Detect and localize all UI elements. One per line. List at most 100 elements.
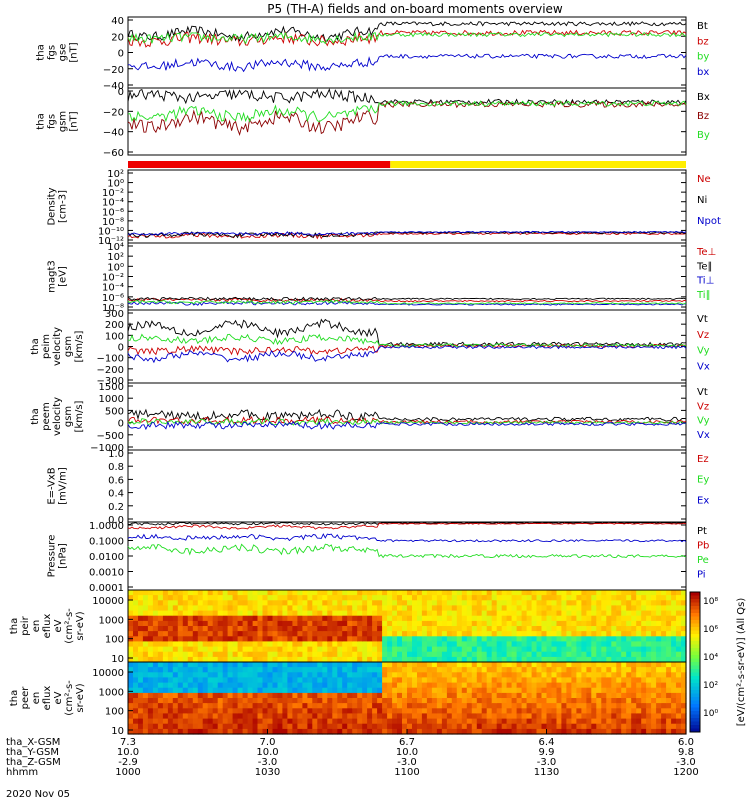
spectrogram-cell (531, 708, 538, 714)
spectrogram-cell (546, 708, 553, 714)
spectrogram-cell (217, 651, 224, 658)
spectrogram-cell (212, 641, 219, 648)
spectrogram-cell (412, 636, 418, 642)
spectrogram-cell (556, 600, 563, 606)
spectrogram-cell (661, 708, 667, 714)
spectrogram-cell (636, 605, 642, 612)
spectrogram-cell (382, 610, 388, 617)
spectrogram-cell (571, 615, 577, 622)
spectrogram-cell (342, 646, 348, 653)
colorbar-step (690, 721, 700, 726)
spectrogram-cell (451, 687, 458, 694)
spectrogram-cell (631, 698, 637, 704)
spectrogram-cell (591, 610, 597, 617)
spectrogram-cell (402, 667, 408, 673)
spectrogram-cell (676, 703, 682, 709)
spectrogram-cell (267, 631, 274, 637)
spectrogram-cell (561, 708, 567, 714)
spectrogram-cell (182, 595, 189, 601)
spectrogram-cell (566, 728, 572, 735)
spectrogram-cell (227, 631, 234, 637)
spectrogram-cell (446, 626, 453, 632)
spectrogram-cell (511, 615, 518, 622)
spectrogram-cell (486, 626, 493, 632)
spectrogram-cell (611, 662, 617, 668)
spectrogram-cell (541, 610, 548, 617)
spectrogram-cell (656, 718, 662, 725)
spectrogram-cell (656, 672, 662, 678)
spectrogram-cell (446, 605, 453, 612)
colorbar-step (690, 592, 700, 596)
spectrogram-cell (352, 682, 358, 689)
spectrogram-cell (621, 615, 627, 622)
spectrogram-cell (626, 610, 632, 617)
spectrogram-cell (162, 656, 169, 663)
spectrogram-cell (322, 651, 328, 658)
spectrogram-cell (362, 641, 368, 648)
spectrogram-cell (147, 703, 154, 709)
panel-temp: 10⁴10²10⁰10⁻²10⁻⁴10⁻⁶10⁻⁸magt3[eV]Te⊥Te∥… (47, 242, 717, 314)
spectrogram-cell (591, 595, 597, 601)
spectrogram-cell (486, 723, 493, 730)
spectrogram-cell (197, 692, 204, 699)
spectrogram-cell (661, 610, 667, 617)
spectrogram-cell (431, 687, 438, 694)
spectrogram-cell (506, 687, 513, 694)
spectrogram-cell (666, 718, 672, 725)
spectrogram-cell (262, 646, 269, 653)
spectrogram-cell (262, 662, 269, 668)
spectrogram-cell (232, 708, 239, 714)
spectrogram-cell (377, 723, 383, 730)
spectrogram-cell (162, 641, 169, 648)
series-line-Vt (127, 318, 687, 347)
spectrogram-cell (461, 672, 468, 678)
spectrogram-cell (397, 605, 403, 612)
spectrogram-cell (227, 713, 234, 720)
spectrogram-cell (352, 698, 358, 704)
spectrogram-cell (671, 692, 677, 699)
colorbar-step (690, 725, 700, 729)
legend-Bt: Bt (697, 21, 708, 32)
spectrogram-cell (382, 641, 388, 648)
spectrogram-cell (476, 692, 483, 699)
spectrogram-cell (382, 662, 388, 668)
spectrogram-cell (382, 646, 388, 653)
spectrogram-cell (207, 615, 214, 622)
spectrogram-cell (242, 718, 249, 725)
spectrogram-cell (192, 620, 199, 627)
spectrogram-cell (591, 620, 597, 627)
spectrogram-cell (531, 631, 538, 637)
spectrogram-cell (133, 605, 139, 612)
spectrogram-cell (546, 656, 553, 663)
spectrogram-cell (471, 682, 478, 689)
spectrogram-cell (287, 641, 293, 648)
spectrogram-cell (187, 631, 194, 637)
spectrogram-cell (506, 590, 513, 596)
spectrogram-cell (661, 703, 667, 709)
spectrogram-cell (626, 651, 632, 658)
spectrogram-cell (666, 692, 672, 699)
spectrogram-cell (566, 651, 572, 658)
spectrogram-cell (546, 698, 553, 704)
spectrogram-cell (626, 713, 632, 720)
spectrogram-cell (446, 600, 453, 606)
spectrogram-cell (317, 723, 323, 730)
spectrogram-cell (436, 641, 443, 648)
spectrogram-cell (551, 656, 558, 663)
spectrogram-cell (676, 692, 682, 699)
spectrogram-cell (282, 631, 288, 637)
spectrogram-cell (397, 672, 403, 678)
spectrogram-cell (307, 636, 313, 642)
y-axis-label-line: tha (30, 338, 41, 354)
spectrogram-cell (426, 728, 433, 735)
spectrogram-cell (367, 615, 373, 622)
spectrogram-cell (671, 713, 677, 720)
spectrogram-cell (431, 590, 438, 596)
spectrogram-cell (651, 610, 657, 617)
spectrogram-cell (601, 687, 607, 694)
spectrogram-cell (491, 615, 498, 622)
spectrogram-cell (387, 600, 393, 606)
spectrogram-cell (222, 646, 229, 653)
spectrogram-cell (461, 656, 468, 663)
spectrogram-cell (541, 723, 548, 730)
